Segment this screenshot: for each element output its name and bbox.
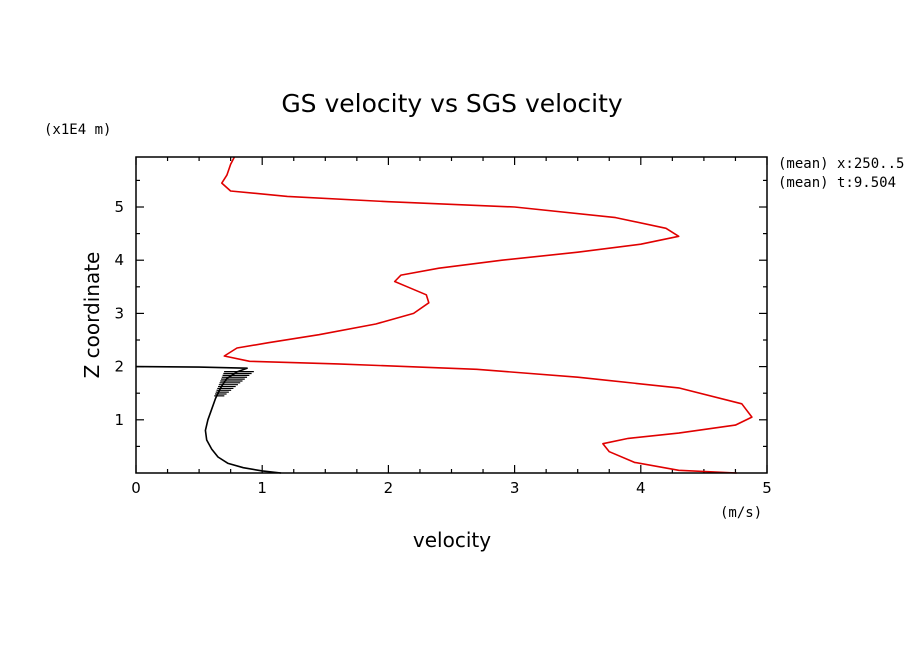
x-tick-label: 4 xyxy=(636,479,646,497)
y-axis-label: Z coordinate xyxy=(80,252,104,379)
series-line-0 xyxy=(221,156,753,474)
x-tick-label: 5 xyxy=(762,479,772,497)
plot-frame xyxy=(135,156,768,474)
y-tick-label: 5 xyxy=(114,198,124,216)
x-axis-unit: (m/s) xyxy=(720,505,762,521)
series-line-1 xyxy=(135,365,282,474)
tick-labels: 0 1 2 3 4 5 1 2 3 4 5 xyxy=(114,198,771,497)
x-tick-label: 0 xyxy=(131,479,141,497)
y-tick-label: 1 xyxy=(114,411,124,429)
annotation-mean-t: (mean) t:9.504 xyxy=(778,175,896,191)
x-axis-label: velocity xyxy=(413,528,491,552)
chart-title: GS velocity vs SGS velocity xyxy=(281,89,623,118)
x-tick-label: 2 xyxy=(384,479,394,497)
y-tick-label: 3 xyxy=(114,304,124,322)
annotation-mean-x: (mean) x:250..5 xyxy=(778,156,904,172)
x-tick-label: 1 xyxy=(257,479,267,497)
series-layer xyxy=(135,156,753,474)
y-axis-unit: (x1E4 m) xyxy=(44,122,111,138)
y-tick-label: 2 xyxy=(114,358,124,376)
y-tick-label: 4 xyxy=(114,251,124,269)
x-tick-label: 3 xyxy=(510,479,520,497)
